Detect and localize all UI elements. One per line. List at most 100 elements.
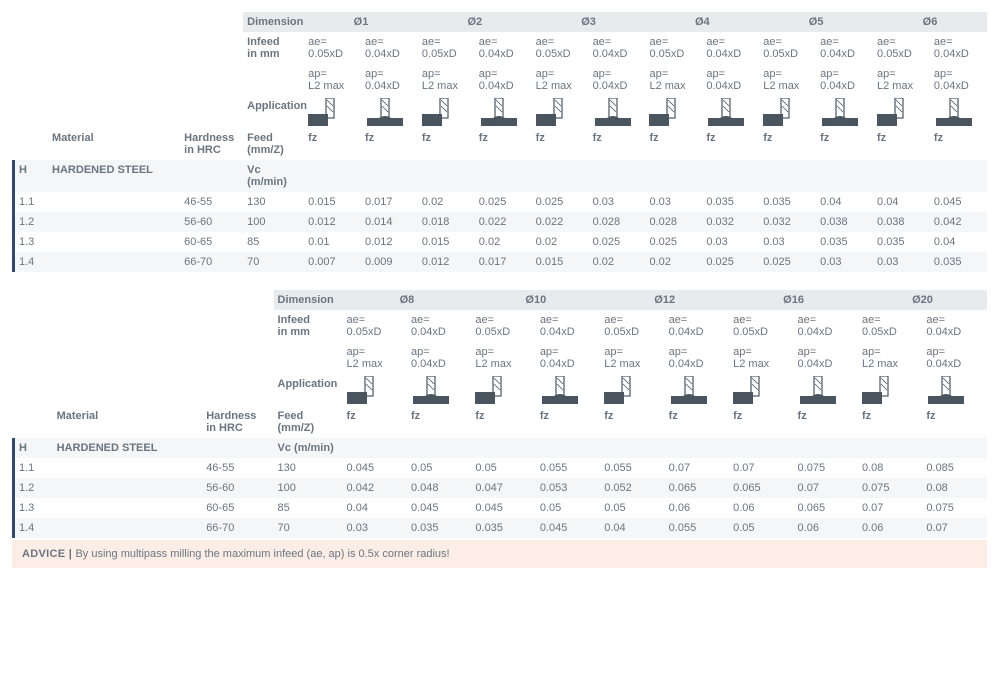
ap-col1: ap=L2 max [532, 64, 589, 96]
material-label: Material [48, 128, 180, 160]
fz-value: 0.025 [475, 192, 532, 212]
fz-value: 0.014 [361, 212, 418, 232]
fz-value: 0.022 [475, 212, 532, 232]
vc-label: Vc (m/min) [274, 438, 343, 458]
fz-value: 0.03 [343, 518, 407, 538]
row-vc: 130 [243, 192, 304, 212]
row-hrc: 66-70 [180, 252, 243, 272]
fz-value: 0.035 [471, 518, 535, 538]
ae-col1: ae=0.05xD [304, 32, 361, 64]
category-code: H [14, 438, 53, 458]
row-vc: 85 [243, 232, 304, 252]
fz-label: fz [645, 128, 702, 160]
fz-value: 0.02 [645, 252, 702, 272]
face-milling-icon [407, 374, 471, 406]
ap-col1: ap=L2 max [645, 64, 702, 96]
ap-col2: ap=0.04xD [665, 342, 729, 374]
fz-label: fz [858, 406, 922, 438]
feed-label: Feed (mm/Z) [243, 128, 304, 160]
fz-value: 0.053 [536, 478, 600, 498]
ae-col1: ae=0.05xD [418, 32, 475, 64]
fz-value: 0.035 [816, 232, 873, 252]
ae-col1: ae=0.05xD [600, 310, 664, 342]
row-hrc: 66-70 [202, 518, 273, 538]
fz-value: 0.05 [407, 458, 471, 478]
fz-label: fz [702, 128, 759, 160]
fz-label: fz [475, 128, 532, 160]
fz-value: 0.045 [930, 192, 987, 212]
fz-value: 0.017 [475, 252, 532, 272]
dimension-label: Dimension [243, 12, 304, 32]
fz-value: 0.05 [729, 518, 793, 538]
ae-col1: ae=0.05xD [471, 310, 535, 342]
side-milling-icon [471, 374, 535, 406]
fz-value: 0.025 [759, 252, 816, 272]
row-vc: 70 [243, 252, 304, 272]
advice-note: ADVICE | By using multipass milling the … [12, 540, 987, 568]
side-milling-icon [873, 96, 930, 128]
fz-value: 0.07 [858, 498, 922, 518]
fz-value: 0.045 [343, 458, 407, 478]
fz-label: fz [600, 406, 664, 438]
face-milling-icon [816, 96, 873, 128]
fz-value: 0.03 [702, 232, 759, 252]
side-milling-icon [759, 96, 816, 128]
fz-value: 0.012 [418, 252, 475, 272]
side-milling-icon [343, 374, 407, 406]
ap-col2: ap=0.04xD [702, 64, 759, 96]
row-vc: 70 [274, 518, 343, 538]
table-row: 1.146-551300.0150.0170.020.0250.0250.030… [14, 192, 988, 212]
fz-value: 0.06 [858, 518, 922, 538]
vc-label: Vc (m/min) [243, 160, 304, 192]
row-hrc: 60-65 [180, 232, 243, 252]
feed-header-row: MaterialHardnessin HRCFeed (mm/Z)fzfzfzf… [14, 406, 988, 438]
infeed-ae-row: Infeedin mmae=0.05xDae=0.04xDae=0.05xDae… [14, 310, 988, 342]
fz-value: 0.02 [532, 232, 589, 252]
fz-label: fz [873, 128, 930, 160]
fz-value: 0.025 [645, 232, 702, 252]
application-label: Application [243, 96, 304, 128]
fz-value: 0.035 [759, 192, 816, 212]
fz-value: 0.02 [589, 252, 646, 272]
fz-value: 0.04 [930, 232, 987, 252]
row-id: 1.3 [14, 232, 49, 252]
fz-value: 0.025 [589, 232, 646, 252]
ap-col2: ap=0.04xD [475, 64, 532, 96]
fz-value: 0.015 [304, 192, 361, 212]
row-hrc: 56-60 [180, 212, 243, 232]
fz-value: 0.05 [536, 498, 600, 518]
ap-col2: ap=0.04xD [361, 64, 418, 96]
side-milling-icon [729, 374, 793, 406]
face-milling-icon [536, 374, 600, 406]
diameter-header: Ø10 [471, 290, 600, 310]
diameter-header: Ø2 [418, 12, 532, 32]
ae-col2: ae=0.04xD [922, 310, 987, 342]
category-row: HHARDENED STEELVc (m/min) [14, 160, 988, 192]
category-row: HHARDENED STEELVc (m/min) [14, 438, 988, 458]
row-id: 1.2 [14, 212, 49, 232]
fz-value: 0.075 [922, 498, 987, 518]
advice-text: By using multipass milling the maximum i… [75, 548, 449, 560]
side-milling-icon [645, 96, 702, 128]
table-row: 1.256-601000.0420.0480.0470.0530.0520.06… [14, 478, 988, 498]
fz-value: 0.038 [816, 212, 873, 232]
hardness-label: Hardnessin HRC [180, 128, 243, 160]
fz-value: 0.055 [665, 518, 729, 538]
fz-value: 0.025 [532, 192, 589, 212]
row-hrc: 46-55 [180, 192, 243, 212]
fz-value: 0.018 [418, 212, 475, 232]
fz-value: 0.06 [729, 498, 793, 518]
ae-col1: ae=0.05xD [729, 310, 793, 342]
fz-value: 0.075 [794, 458, 858, 478]
fz-value: 0.065 [729, 478, 793, 498]
row-id: 1.1 [14, 192, 49, 212]
fz-value: 0.007 [304, 252, 361, 272]
ae-col2: ae=0.04xD [702, 32, 759, 64]
ae-col2: ae=0.04xD [589, 32, 646, 64]
fz-value: 0.028 [589, 212, 646, 232]
fz-value: 0.06 [794, 518, 858, 538]
fz-value: 0.012 [361, 232, 418, 252]
fz-value: 0.03 [589, 192, 646, 212]
ae-col2: ae=0.04xD [475, 32, 532, 64]
fz-value: 0.045 [407, 498, 471, 518]
